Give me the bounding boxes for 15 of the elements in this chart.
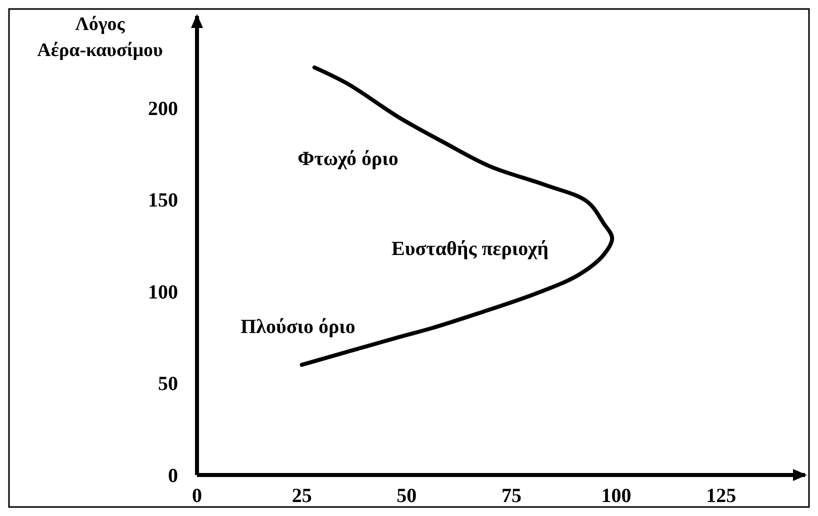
x-tick-label: 25 — [292, 485, 312, 507]
annotation: Φτωχό όριο — [298, 148, 398, 170]
y-tick-label: 50 — [158, 373, 178, 396]
annotation: Πλούσιο όριο — [240, 316, 356, 338]
x-tick-label: 100 — [601, 485, 632, 507]
y-tick-label: 100 — [148, 281, 178, 304]
y-tick-label: 150 — [148, 190, 178, 212]
y-tick-label: 200 — [148, 98, 178, 120]
x-tick-label: 0 — [192, 485, 202, 507]
annotation: Ευσταθής περιοχή — [392, 238, 548, 260]
x-tick-label: 125 — [706, 485, 736, 507]
x-tick-label: 50 — [396, 485, 417, 507]
y-tick-label: 0 — [168, 465, 178, 487]
y-axis-title: Λόγος Αέρα-καυσίμου — [37, 14, 164, 61]
x-tick-label: 75 — [501, 485, 522, 507]
